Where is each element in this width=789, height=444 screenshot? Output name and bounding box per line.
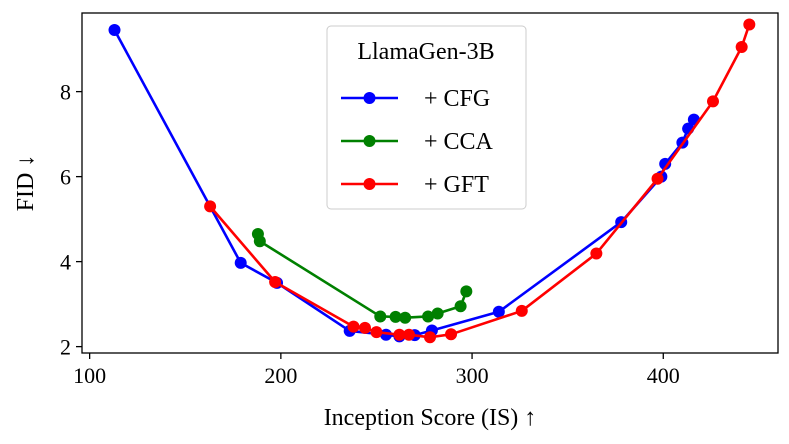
data-point-cca	[389, 310, 402, 323]
ticks-layer: 100 200 300 400 2 4 6 8	[60, 80, 680, 388]
x-axis-label: Inception Score (IS) ↑	[324, 405, 537, 431]
legend-label-cfg: + CFG	[424, 86, 490, 112]
data-point-cca	[431, 307, 444, 320]
legend-entry-cfg: + CFG	[341, 86, 490, 112]
data-point-gft	[445, 328, 458, 341]
y-axis-label: FID ↓	[13, 155, 39, 212]
y-tick-label: 2	[60, 335, 71, 360]
legend: LlamaGen-3B + CFG + CCA + GFT	[326, 25, 527, 210]
y-tick-label: 4	[60, 250, 71, 275]
data-point-cfg	[108, 24, 121, 36]
data-point-gft	[393, 328, 406, 341]
legend-entries: + CFG + CCA + GFT	[341, 86, 494, 198]
x-tick-label: 300	[456, 363, 489, 388]
legend-entry-gft: + GFT	[341, 172, 489, 198]
legend-label-gft: + GFT	[424, 172, 489, 198]
data-point-cca	[454, 300, 467, 313]
data-point-gft	[651, 172, 664, 185]
data-point-cfg	[492, 305, 505, 318]
plot-frame	[81, 12, 779, 354]
data-point-gft	[743, 18, 756, 31]
data-point-cca	[399, 311, 412, 324]
data-point-cca	[422, 310, 435, 323]
series-gft	[204, 18, 756, 344]
legend-marker-gft	[363, 178, 376, 190]
data-point-cca	[253, 235, 266, 248]
legend-marker-cca	[363, 135, 376, 147]
data-point-gft	[735, 41, 748, 53]
data-point-gft	[590, 247, 603, 260]
x-tick-label: 400	[647, 363, 680, 388]
series-line-cca	[256, 233, 468, 320]
series-layer	[108, 18, 756, 344]
data-point-gft	[706, 95, 719, 108]
data-point-cca	[374, 310, 387, 323]
legend-entry-cca: + CCA	[341, 129, 494, 155]
x-tick-label: 100	[73, 363, 106, 388]
data-point-gft	[402, 328, 415, 341]
legend-label-cca: + CCA	[424, 129, 494, 155]
data-point-gft	[204, 200, 217, 213]
legend-frame	[326, 25, 527, 210]
y-tick-label: 8	[60, 80, 71, 105]
legend-title: LlamaGen-3B	[357, 39, 494, 65]
x-tick-label: 200	[264, 363, 297, 388]
data-point-cfg	[234, 256, 247, 269]
data-point-gft	[269, 276, 282, 289]
data-point-gft	[515, 304, 528, 317]
data-point-cfg	[659, 157, 672, 170]
legend-marker-cfg	[363, 92, 376, 104]
data-point-cca	[460, 285, 473, 298]
data-point-gft	[358, 321, 371, 334]
data-point-gft	[424, 331, 436, 344]
data-point-gft	[370, 326, 383, 339]
data-point-gft	[347, 320, 360, 333]
y-tick-label: 6	[60, 165, 71, 190]
series-cca	[251, 228, 473, 324]
